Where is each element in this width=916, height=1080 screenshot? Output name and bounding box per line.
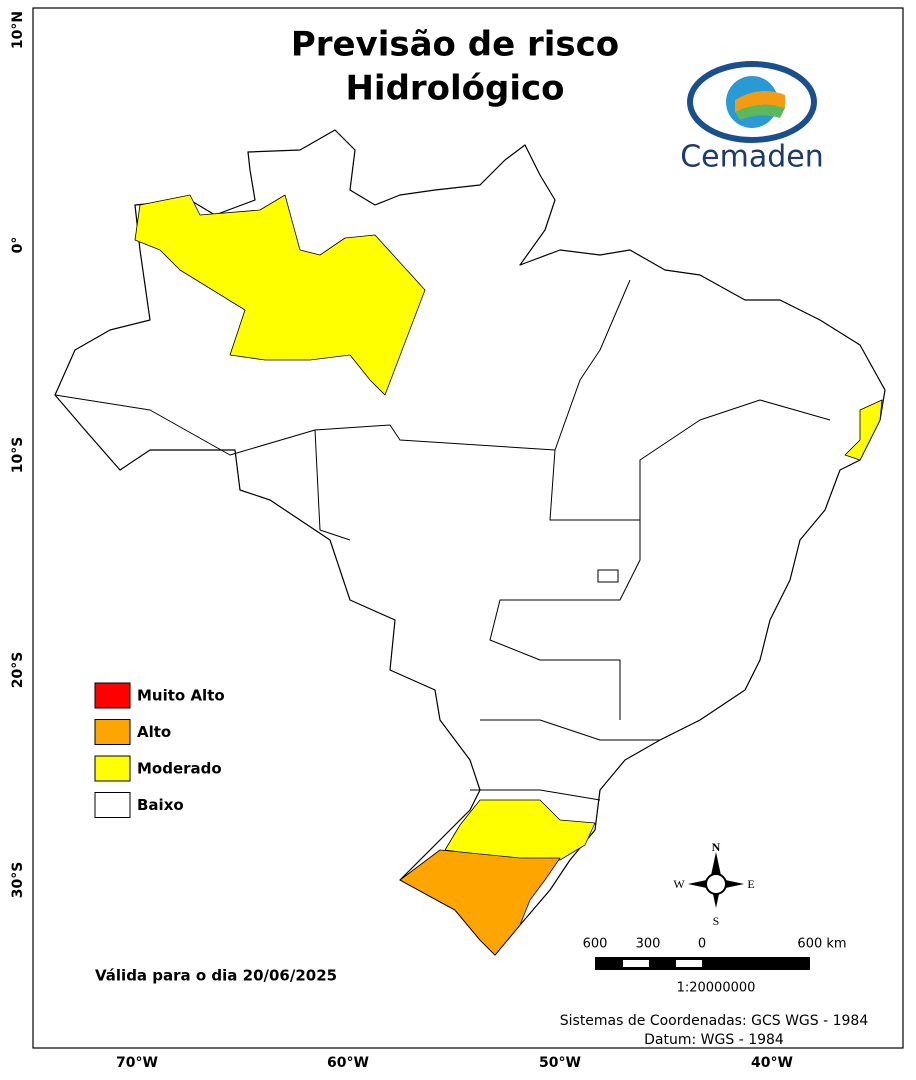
legend-swatch: [94, 719, 131, 745]
compass-n: N: [712, 840, 721, 854]
federal-district: [597, 569, 619, 583]
map: [54, 129, 886, 956]
scale-segment: [623, 960, 649, 967]
legend-label: Alto: [137, 723, 171, 741]
legend-label: Moderado: [137, 760, 222, 778]
logo-band: [735, 104, 785, 120]
compass: N S W E: [673, 840, 754, 928]
scale-label: 600 km: [797, 937, 846, 952]
compass-circle: [705, 873, 727, 895]
legend-swatch: [94, 755, 131, 782]
legend: Muito Alto Alto Moderado Baixo: [94, 682, 225, 818]
credits: Datum: WGS - 1984: [644, 1032, 784, 1048]
state-border: [549, 399, 831, 521]
compass-w: W: [673, 877, 685, 891]
lon-label: 40°W: [751, 1055, 793, 1071]
state-borders: [54, 279, 831, 801]
title: Previsão de risco: [291, 25, 619, 65]
lat-label: 30°S: [10, 862, 26, 899]
legend-swatch: [94, 682, 131, 709]
lat-label: 0°: [10, 237, 26, 254]
state-border: [554, 279, 631, 451]
credits: Sistemas de Coordenadas: GCS WGS - 1984: [560, 1013, 869, 1029]
scale-label: 0: [698, 937, 706, 952]
lat-label: 10°S: [10, 437, 26, 474]
logo: Cemaden: [680, 61, 824, 175]
region-moderate: [134, 194, 426, 396]
compass-e: E: [747, 877, 754, 891]
legend-swatch: [94, 792, 131, 818]
scale-label: 600: [583, 937, 608, 952]
logo-text: Cemaden: [680, 140, 824, 175]
legend-label: Muito Alto: [137, 687, 225, 705]
logo-band: [735, 91, 785, 112]
state-border: [480, 719, 660, 741]
lon-label: 50°W: [539, 1055, 581, 1071]
valid-date: Válida para o dia 20/06/2025: [95, 967, 337, 985]
scale-label: 300: [636, 937, 661, 952]
lat-label: 20°S: [10, 652, 26, 689]
region-moderate: [844, 399, 883, 461]
scale-bar: 600 300 0 600 km 1:20000000: [583, 937, 847, 996]
region-moderate: [444, 799, 596, 861]
scale-segment: [676, 960, 702, 967]
scale-ratio: 1:20000000: [677, 981, 756, 996]
compass-s: S: [713, 914, 720, 928]
legend-label: Baixo: [137, 796, 184, 814]
state-border: [314, 429, 351, 541]
state-border: [470, 789, 601, 801]
lon-label: 60°W: [327, 1055, 369, 1071]
lat-label: 10°N: [10, 11, 26, 49]
title: Hidrológico: [345, 69, 564, 109]
state-border: [489, 520, 641, 720]
lon-label: 70°W: [116, 1055, 158, 1071]
region-high: [399, 849, 561, 956]
